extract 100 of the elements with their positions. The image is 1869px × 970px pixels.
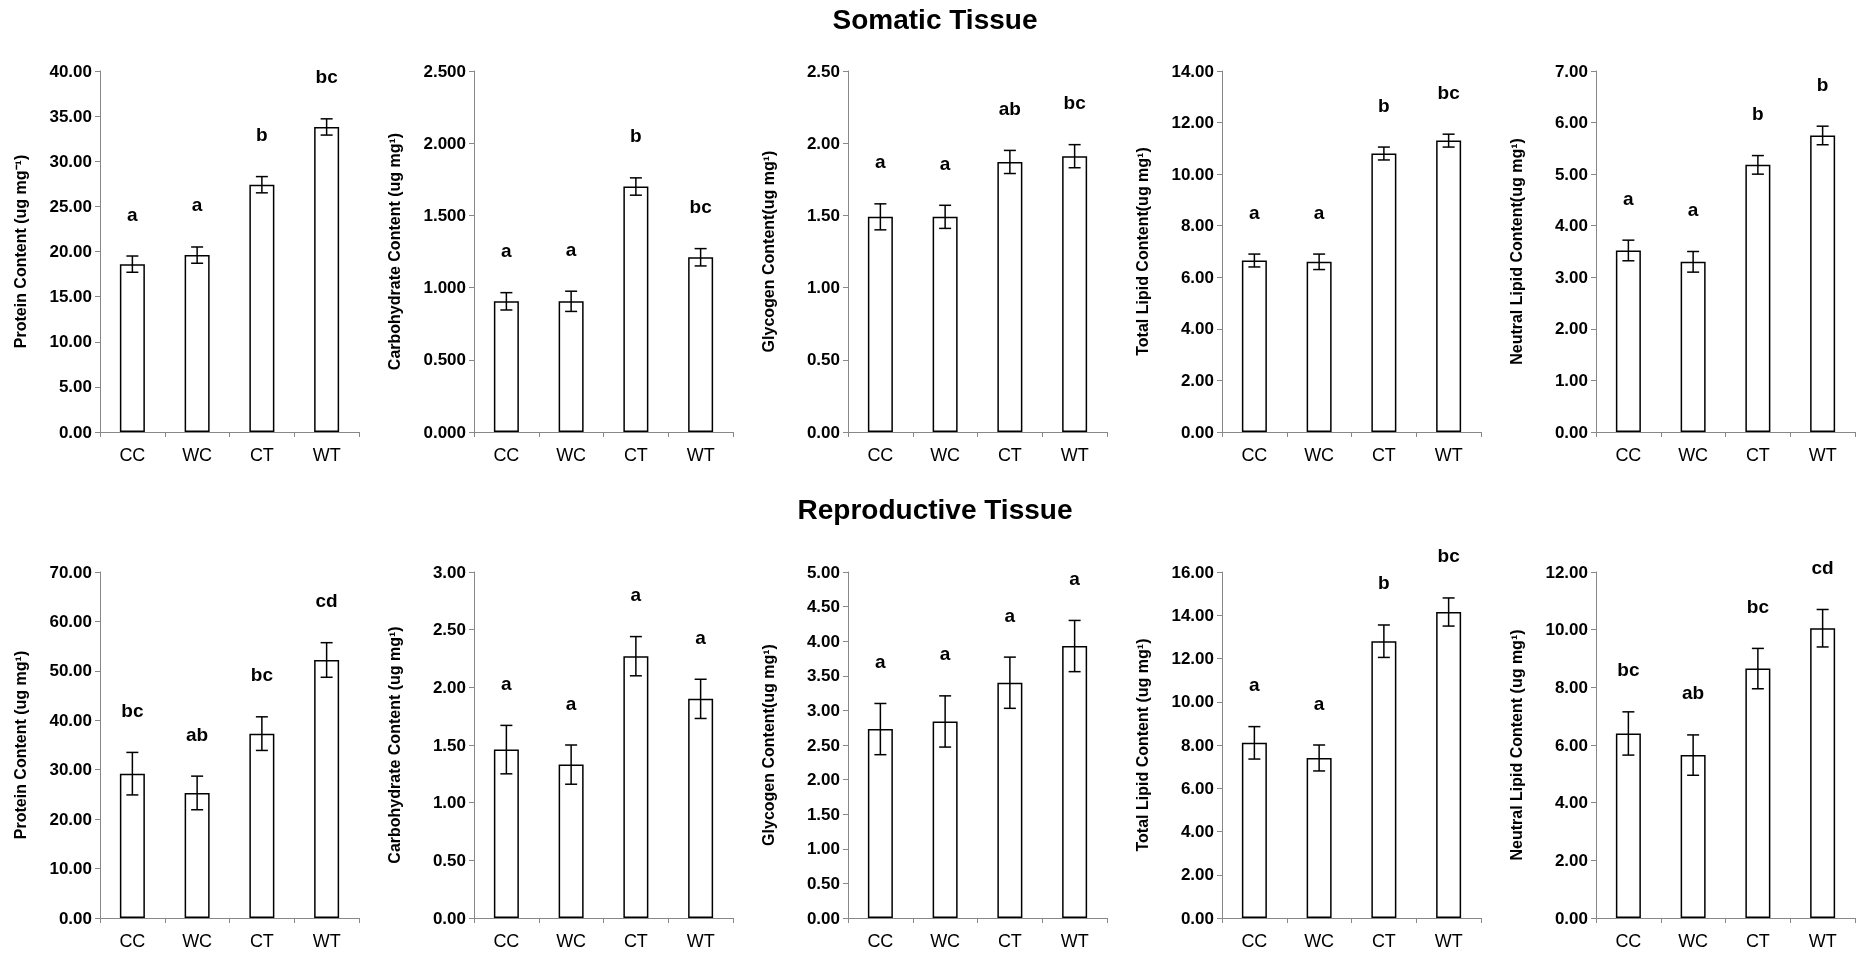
- annotation: a: [565, 238, 577, 260]
- y-tick-label: 4.00: [1554, 216, 1588, 236]
- y-tick-label: 0.00: [58, 422, 92, 442]
- y-tick-label: 0.00: [58, 908, 92, 928]
- annotation: ab: [1682, 682, 1705, 704]
- annotation: a: [695, 626, 707, 648]
- x-tick-label: WT: [1060, 445, 1089, 465]
- annotation: b: [1752, 103, 1764, 125]
- y-tick-label: 5.00: [1554, 164, 1588, 184]
- annotation: a: [1249, 674, 1261, 696]
- chart-title: Reproductive Tissue: [797, 493, 1073, 525]
- y-tick-label: 10.00: [1171, 164, 1214, 184]
- y-tick-label: 6.00: [1554, 113, 1588, 133]
- y-tick-label: 2.50: [432, 620, 466, 640]
- y-tick-label: 1.00: [1554, 370, 1588, 390]
- annotation: cd: [1811, 556, 1834, 578]
- x-tick-label: CT: [623, 931, 648, 951]
- x-tick-label: CC: [867, 931, 894, 951]
- y-tick-label: 0.50: [806, 873, 840, 893]
- y-tick-label: 2.500: [423, 61, 466, 81]
- x-tick-label: CT: [1745, 931, 1770, 951]
- y-tick-label: 0.00: [1554, 422, 1588, 442]
- annotation: a: [127, 203, 139, 225]
- annotation: bc: [1746, 595, 1770, 617]
- annotation: b: [630, 125, 642, 147]
- x-tick-label: CC: [119, 445, 146, 465]
- y-tick-label: 14.00: [1171, 605, 1214, 625]
- y-tick-label: 0.50: [806, 350, 840, 370]
- y-tick-label: 10.00: [49, 859, 92, 879]
- y-tick-label: 50.00: [49, 661, 92, 681]
- annotation: a: [1249, 201, 1261, 223]
- y-tick-label: 0.00: [1180, 422, 1214, 442]
- x-tick-label: CT: [997, 445, 1022, 465]
- y-tick-label: 4.00: [1554, 793, 1588, 813]
- y-tick-label: 14.00: [1171, 61, 1214, 81]
- y-tick-label: 0.50: [432, 850, 466, 870]
- annotation: a: [565, 692, 577, 714]
- y-tick-label: 0.00: [806, 422, 840, 442]
- y-tick-label: 70.00: [49, 562, 92, 582]
- y-axis-title: Total Lipid Content (ug mg¹): [1133, 638, 1151, 852]
- annotation: bc: [1063, 92, 1087, 114]
- text: bc: [1437, 545, 1461, 567]
- y-tick-label: 2.00: [1554, 319, 1588, 339]
- x-tick-label: CT: [249, 931, 274, 951]
- x-tick-label: CT: [623, 445, 648, 465]
- x-tick-label: CC: [1615, 445, 1642, 465]
- y-tick-label: 10.00: [1171, 692, 1214, 712]
- x-tick-label: WC: [1678, 445, 1709, 465]
- annotation: a: [1069, 567, 1081, 589]
- annotation: a: [939, 643, 951, 665]
- y-tick-label: 30.00: [49, 151, 92, 171]
- y-tick-label: 2.00: [432, 677, 466, 697]
- annotation: bc: [250, 664, 274, 686]
- y-tick-label: 8.00: [1180, 216, 1214, 236]
- y-tick-label: 2.00: [1180, 370, 1214, 390]
- annotation: bc: [1437, 81, 1461, 103]
- x-tick-label: CC: [1615, 931, 1642, 951]
- x-tick-label: CT: [997, 931, 1022, 951]
- y-tick-label: 4.00: [1180, 822, 1214, 841]
- annotation: b: [1816, 73, 1829, 95]
- y-tick-label: 1.50: [806, 205, 840, 225]
- y-tick-label: 40.00: [49, 710, 92, 730]
- annotation: b: [1378, 572, 1390, 594]
- y-tick-label: 20.00: [49, 809, 92, 829]
- x-tick-label: WC: [1678, 931, 1709, 951]
- y-tick-label: 0.500: [423, 350, 466, 370]
- annotation: a: [939, 152, 951, 174]
- y-tick-label: 1.500: [423, 205, 466, 225]
- y-tick-label: 6.00: [1554, 735, 1588, 755]
- x-tick-label: WC: [556, 931, 587, 951]
- y-tick-label: 1.000: [423, 278, 466, 298]
- chart-title: Somatic Tissue: [832, 3, 1038, 35]
- y-tick-label: 8.00: [1180, 735, 1214, 755]
- annotation: a: [1313, 692, 1325, 714]
- x-tick-label: WC: [930, 931, 961, 951]
- x-tick-label: CC: [1241, 931, 1268, 951]
- y-tick-label: 15.00: [49, 287, 92, 307]
- y-tick-label: 1.00: [806, 839, 840, 859]
- y-tick-label: 2.00: [1180, 865, 1214, 885]
- annotation: bc: [121, 699, 144, 721]
- y-tick-label: 6.00: [1180, 267, 1214, 287]
- x-tick-label: WT: [1808, 445, 1837, 465]
- y-tick-label: 40.00: [49, 61, 92, 81]
- y-tick-label: 3.00: [1554, 267, 1588, 287]
- y-axis-title: Total Lipid Content(ug mg¹): [1133, 147, 1151, 356]
- y-axis-title: Glycogen Content(ug mg¹): [759, 644, 777, 846]
- y-tick-label: 0.00: [1554, 908, 1588, 928]
- y-tick-label: 2.00: [806, 770, 840, 790]
- annotation: b: [256, 124, 268, 146]
- x-tick-label: CT: [1745, 445, 1770, 465]
- x-tick-label: CT: [249, 445, 274, 465]
- annotation: b: [1378, 94, 1390, 116]
- x-tick-label: WC: [930, 445, 961, 465]
- y-tick-label: 7.00: [1554, 61, 1588, 81]
- y-tick-label: 60.00: [49, 611, 92, 631]
- y-tick-label: 0.00: [1180, 908, 1214, 928]
- x-tick-label: WT: [686, 931, 715, 951]
- y-tick-label: 2.50: [806, 61, 840, 81]
- y-tick-label: 3.00: [432, 562, 466, 582]
- y-tick-label: 10.00: [1545, 620, 1588, 640]
